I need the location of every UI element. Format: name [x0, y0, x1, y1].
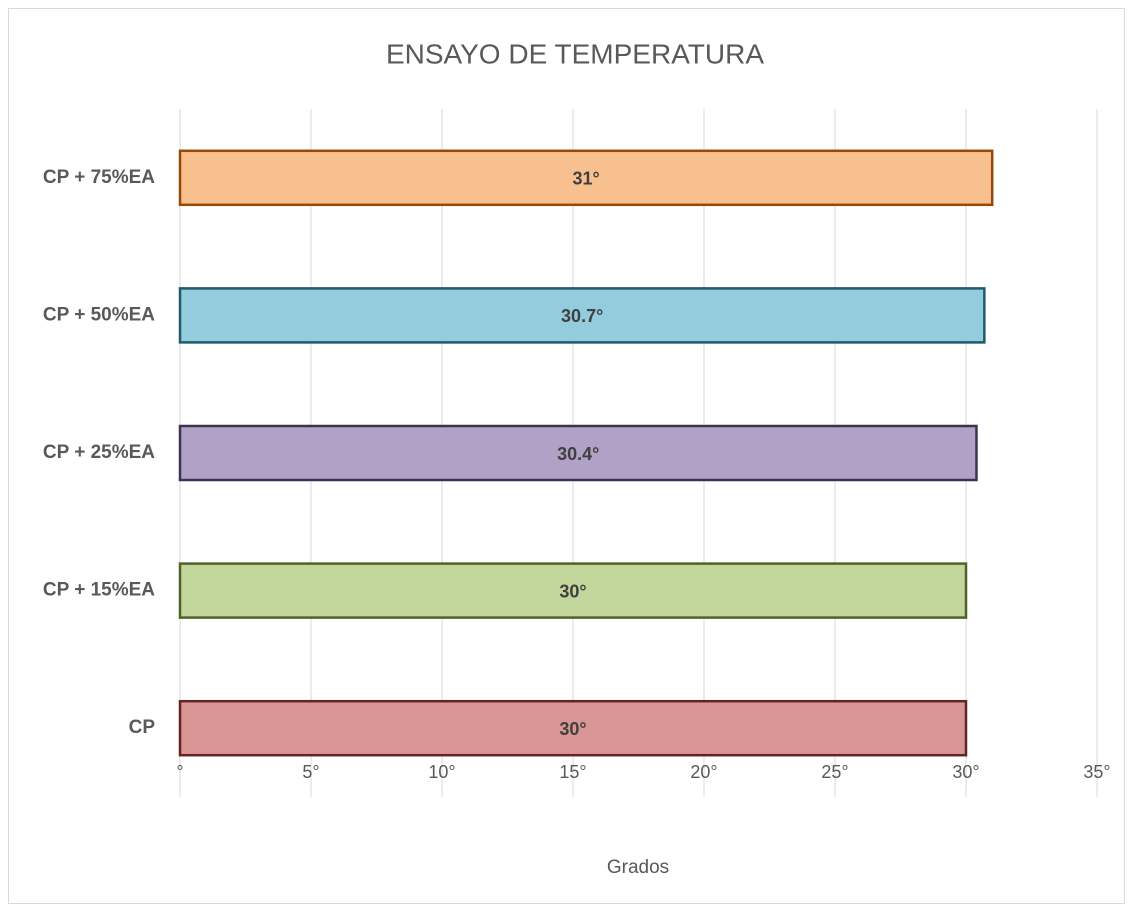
data-label: 30°	[559, 581, 586, 601]
bar	[178, 149, 994, 207]
y-tick-label: CP + 25%EA	[43, 442, 155, 463]
data-label: 30.4°	[557, 444, 599, 464]
y-tick-label: CP + 75%EA	[43, 167, 155, 188]
chart-title: ENSAYO DE TEMPERATURA	[386, 38, 764, 69]
x-tick-label: 20°	[690, 762, 717, 782]
x-tick-label: 10°	[428, 762, 455, 782]
x-tick-label: 15°	[559, 762, 586, 782]
x-tick-label: 5°	[302, 762, 319, 782]
data-label: 30.7°	[561, 306, 603, 326]
y-tick-label: CP + 15%EA	[43, 580, 155, 601]
x-tick-label: 25°	[821, 762, 848, 782]
y-tick-label: CP	[129, 717, 156, 738]
y-tick-label: CP + 50%EA	[43, 304, 155, 325]
data-label: 31°	[572, 169, 599, 189]
bar	[178, 699, 968, 757]
x-tick-label: 35°	[1083, 762, 1110, 782]
x-tick-label: °	[176, 762, 183, 782]
bar	[178, 424, 978, 482]
data-label: 30°	[559, 719, 586, 739]
x-tick-label: 30°	[952, 762, 979, 782]
x-axis-label: Grados	[607, 857, 669, 878]
bar	[178, 287, 986, 344]
bar	[178, 562, 968, 619]
